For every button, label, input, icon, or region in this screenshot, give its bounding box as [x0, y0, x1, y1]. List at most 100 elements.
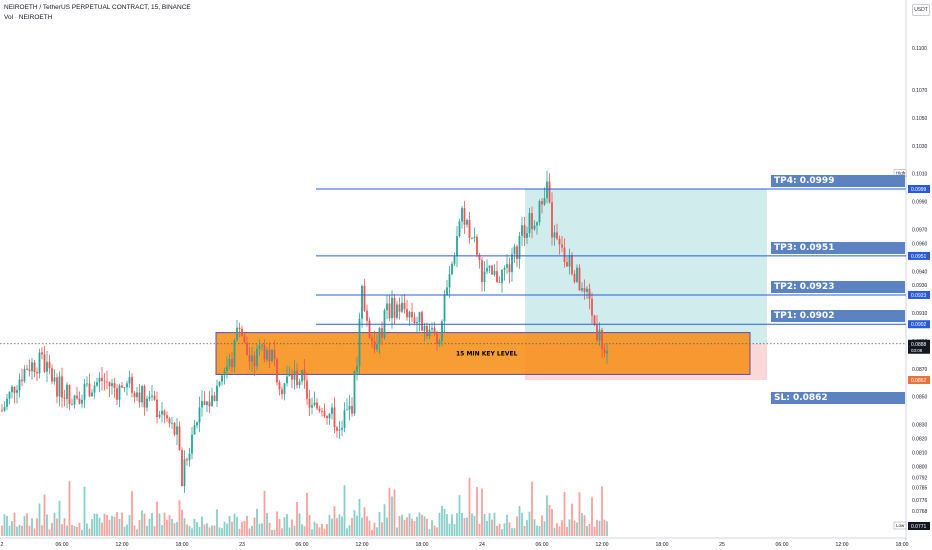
- volume-bar: [46, 514, 48, 536]
- candle: [391, 297, 393, 319]
- volume-bar: [601, 486, 603, 536]
- volume-bar: [456, 513, 458, 536]
- volume-bar: [88, 528, 91, 536]
- time-tick-label: 06:00: [296, 542, 309, 548]
- volume-bar: [36, 518, 38, 536]
- volume-bar: [108, 520, 111, 536]
- volume-bar: [161, 525, 163, 536]
- volume-bar: [203, 524, 206, 536]
- candle: [211, 395, 213, 407]
- volume-bar: [426, 518, 428, 536]
- candle: [243, 336, 246, 343]
- candle: [93, 385, 96, 393]
- candle: [26, 368, 28, 370]
- volume-bar: [113, 517, 116, 536]
- volume-bar: [461, 513, 463, 536]
- volume-bar: [293, 525, 296, 536]
- volume-bar: [188, 526, 191, 536]
- volume-bar: [198, 526, 201, 536]
- candle: [553, 232, 556, 238]
- volume-bar: [196, 522, 198, 536]
- volume-bar: [61, 524, 63, 536]
- volume-bar: [553, 528, 556, 536]
- candle: [81, 399, 83, 404]
- volume-bar: [153, 526, 156, 536]
- time-tick-label: 06:00: [776, 542, 789, 548]
- volume-bar: [253, 517, 256, 536]
- volume-bar: [571, 503, 573, 536]
- volume-bar: [388, 487, 391, 536]
- volume-bar: [221, 528, 223, 536]
- candle: [13, 386, 16, 393]
- volume-bar: [338, 514, 341, 536]
- candle: [201, 401, 203, 408]
- volume-bar: [513, 528, 516, 536]
- candle: [493, 271, 496, 275]
- candle: [426, 325, 428, 337]
- candle: [161, 410, 163, 415]
- candle: [203, 401, 206, 405]
- candle: [528, 213, 531, 234]
- volume-bar: [163, 512, 166, 536]
- volume-bar: [16, 526, 18, 536]
- volume-bar: [563, 491, 566, 536]
- volume-bar: [236, 516, 238, 536]
- candle: [361, 285, 363, 319]
- volume-bar: [148, 518, 151, 536]
- volume-bar: [396, 527, 398, 536]
- candle: [118, 385, 121, 400]
- volume-bar: [43, 494, 46, 536]
- candle: [543, 198, 546, 205]
- time-tick-label: 18:00: [896, 542, 909, 548]
- candle: [321, 411, 323, 412]
- candle: [581, 288, 583, 291]
- candle: [151, 395, 153, 397]
- currency-button[interactable]: USDT: [912, 4, 930, 16]
- candle: [218, 381, 221, 386]
- candle: [53, 377, 56, 382]
- volume-bar: [368, 520, 371, 536]
- time-axis[interactable]: 2 06:00 12:00 18:00 23 06:00 12:00 18:00 24 06:00…: [1, 542, 909, 548]
- candle: [548, 181, 551, 203]
- candle: [71, 404, 73, 405]
- volume-bar: [11, 521, 13, 536]
- candle: [418, 312, 421, 323]
- volume-bar: [271, 529, 273, 536]
- volume-bar: [341, 516, 343, 536]
- volume-bar: [183, 518, 186, 536]
- candle: [423, 325, 426, 331]
- volume-bar: [211, 525, 213, 536]
- volume-bar: [118, 518, 121, 536]
- candle: [148, 396, 151, 399]
- candle: [98, 377, 101, 383]
- volume-bar: [26, 513, 28, 536]
- volume-bar: [448, 523, 451, 536]
- candle: [431, 328, 433, 330]
- candle: [256, 348, 258, 366]
- volume-bar: [93, 513, 96, 536]
- volume-bar: [156, 501, 158, 536]
- candle: [296, 370, 298, 386]
- volume-bar: [18, 524, 21, 536]
- volume-bar: [511, 528, 513, 536]
- candle: [401, 302, 403, 312]
- candle: [491, 265, 493, 275]
- volume-bar: [373, 522, 376, 536]
- price-axis[interactable]: 0.11300.11000.10700.10500.10300.10100.09…: [893, 4, 930, 530]
- volume-bar: [408, 513, 411, 536]
- volume-bar: [83, 486, 86, 536]
- volume-bar: [441, 506, 443, 536]
- volume-bar: [238, 528, 241, 536]
- volume-bar: [21, 525, 23, 536]
- volume-bar: [136, 529, 138, 536]
- candle: [476, 236, 478, 255]
- volume-bar: [201, 516, 203, 536]
- candle: [593, 315, 596, 326]
- volume-bar: [38, 503, 41, 536]
- candle: [433, 328, 436, 334]
- volume-bar: [128, 515, 131, 536]
- key-level-box: [215, 332, 751, 375]
- volume-bar: [103, 513, 106, 536]
- candle: [261, 345, 263, 346]
